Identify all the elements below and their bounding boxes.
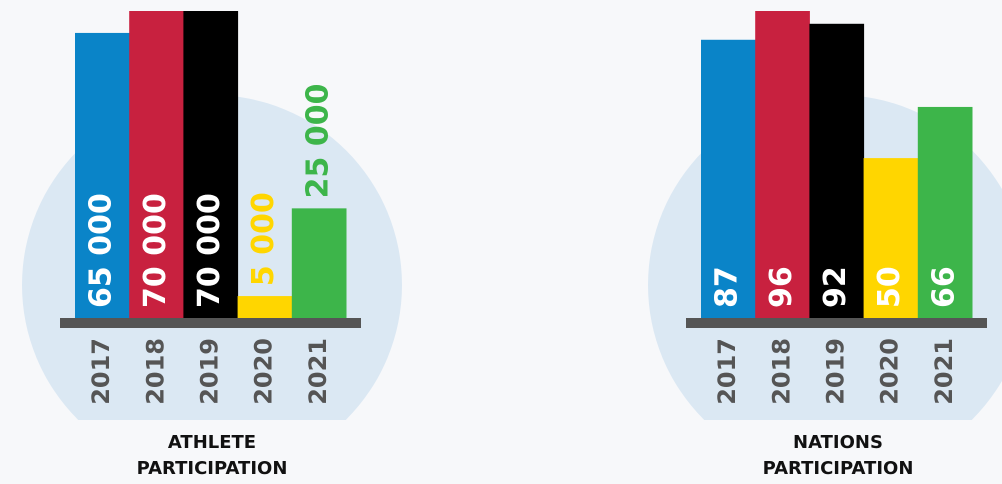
- value-label: 65 000: [84, 193, 119, 308]
- baseline: [60, 318, 361, 328]
- x-tick-label: 2021: [930, 338, 958, 405]
- value-label: 70 000: [192, 193, 227, 308]
- bar: [237, 296, 293, 318]
- value-label: 66: [926, 266, 961, 308]
- value-label: 5 000: [246, 192, 281, 286]
- bar: [291, 208, 347, 318]
- x-tick-label: 2021: [304, 338, 332, 405]
- value-label: 25 000: [300, 84, 335, 199]
- value-label: 70 000: [138, 193, 173, 308]
- bar: [863, 158, 919, 318]
- value-label: 50: [872, 266, 907, 308]
- x-tick-label: 2017: [713, 338, 741, 405]
- bar: [755, 11, 810, 318]
- bar: [917, 106, 973, 318]
- value-label: 96: [764, 266, 799, 308]
- x-tick-label: 2018: [141, 338, 169, 405]
- x-tick-label: 2020: [250, 338, 278, 405]
- chart-title: NATIONS PARTICIPATION: [762, 432, 914, 479]
- bar: [129, 11, 184, 318]
- bar: [75, 32, 130, 319]
- value-label: 92: [818, 266, 853, 308]
- x-tick-label: 2018: [767, 338, 795, 405]
- x-tick-label: 2020: [876, 338, 904, 405]
- chart-title: ATHLETE PARTICIPATION: [136, 432, 288, 479]
- bar: [701, 39, 756, 318]
- x-tick-label: 2017: [87, 338, 115, 405]
- bar: [809, 23, 865, 319]
- x-tick-label: 2019: [196, 338, 224, 405]
- x-tick-label: 2019: [822, 338, 850, 405]
- value-label: 87: [710, 266, 745, 308]
- baseline: [686, 318, 987, 328]
- bar: [183, 11, 239, 318]
